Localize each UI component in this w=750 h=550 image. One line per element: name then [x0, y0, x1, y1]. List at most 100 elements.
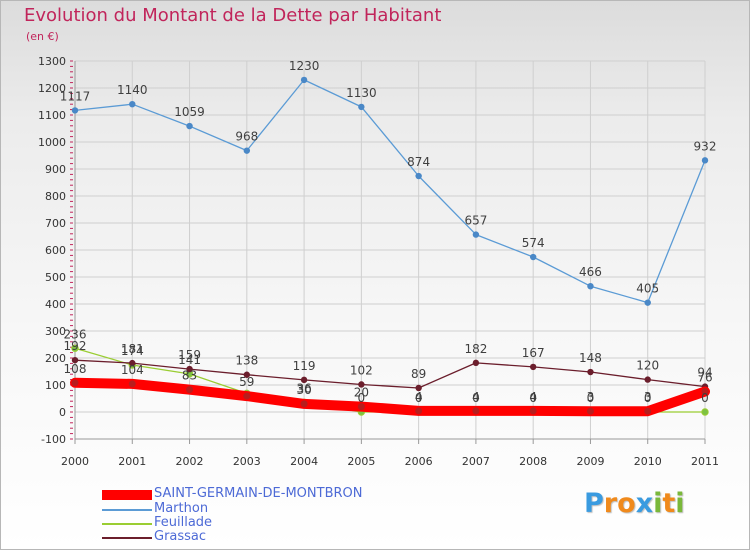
data-point	[128, 380, 136, 388]
x-tick-label: 2007	[462, 455, 490, 468]
data-label: 94	[697, 366, 712, 380]
data-point	[300, 76, 308, 84]
data-label: 0	[415, 391, 423, 405]
data-label: 108	[64, 362, 87, 376]
x-tick-label: 2010	[634, 455, 662, 468]
logo-letter: x	[635, 488, 654, 519]
x-tick-label: 2000	[61, 455, 89, 468]
legend-label: Grassac	[154, 529, 207, 544]
logo-letter: t	[662, 488, 676, 519]
y-tick-label: 800	[45, 190, 66, 203]
data-point	[186, 365, 193, 373]
data-label: 174	[121, 344, 144, 358]
series-line	[70, 377, 710, 417]
data-point	[472, 359, 480, 367]
y-tick-label: 1200	[38, 82, 66, 95]
data-label: 3	[644, 390, 652, 404]
x-tick-label: 2011	[691, 455, 719, 468]
x-tick-label: 2009	[576, 455, 604, 468]
legend-swatch-saint-germain	[102, 490, 152, 500]
data-point	[587, 282, 594, 290]
data-label: 0	[529, 391, 537, 405]
data-label: 657	[464, 214, 487, 228]
data-point	[243, 371, 251, 378]
data-point	[186, 122, 193, 130]
data-point	[644, 376, 651, 383]
y-tick-label: 1000	[38, 136, 66, 149]
data-point	[300, 400, 308, 408]
data-label: 236	[64, 327, 87, 341]
data-point	[71, 379, 79, 387]
data-label: 1230	[289, 59, 320, 73]
legend-swatch-feuillade	[102, 523, 152, 525]
y-tick-label: 400	[45, 298, 66, 311]
y-tick-label: 100	[45, 379, 66, 392]
data-point	[71, 107, 79, 114]
y-tick-label: 300	[45, 325, 66, 338]
legend-swatch-grassac	[102, 537, 152, 539]
data-point	[300, 376, 308, 384]
y-tick-label: 200	[45, 352, 66, 365]
data-label: 76	[697, 370, 712, 384]
data-point	[529, 407, 537, 415]
legend-label: SAINT-GERMAIN-DE-MONTBRON	[154, 486, 363, 501]
data-label: 104	[121, 363, 144, 377]
series-line	[74, 359, 706, 389]
data-label: 89	[411, 367, 426, 381]
data-label: 119	[293, 359, 316, 373]
x-tick-label: 2001	[118, 455, 146, 468]
data-label: 138	[235, 354, 258, 368]
data-label: 102	[350, 363, 373, 377]
data-point	[357, 403, 365, 411]
y-tick-label: 0	[59, 406, 66, 419]
chart-unit: (en €)	[26, 30, 59, 43]
data-point	[701, 157, 709, 164]
y-tick-label: -100	[41, 433, 66, 446]
data-label: 1117	[60, 89, 91, 103]
data-label: 968	[235, 130, 258, 144]
data-point	[415, 407, 423, 415]
data-point	[586, 407, 594, 415]
y-tick-label: 900	[45, 163, 66, 176]
legend-label: Feuillade	[154, 515, 213, 530]
data-label: 1059	[174, 105, 205, 119]
logo-letter: r	[603, 488, 618, 519]
data-point	[186, 386, 194, 394]
data-point	[358, 103, 365, 111]
x-tick-label: 2002	[176, 455, 204, 468]
data-label: 148	[579, 351, 602, 365]
y-tick-label: 700	[45, 217, 66, 230]
y-tick-label: 500	[45, 271, 66, 284]
proxiti-logo: Proxiti	[584, 488, 685, 519]
series-line	[74, 79, 706, 304]
data-point	[129, 359, 136, 367]
data-point	[243, 147, 251, 154]
data-label: 120	[636, 359, 659, 373]
data-label: 0	[701, 391, 709, 405]
data-label: 0	[472, 391, 480, 405]
data-point	[358, 381, 365, 388]
chart-title: Evolution du Montant de la Dette par Hab…	[24, 5, 442, 26]
data-label: 159	[178, 348, 201, 362]
data-point	[415, 384, 422, 392]
data-label: 0	[644, 391, 652, 405]
y-tick-label: 600	[45, 244, 66, 257]
data-point	[644, 407, 652, 415]
data-point	[71, 356, 79, 364]
data-point	[472, 407, 480, 415]
data-point	[71, 344, 79, 352]
data-label: 1140	[117, 83, 148, 97]
data-label: 59	[239, 375, 254, 389]
logo-letter: i	[653, 488, 663, 519]
data-label: 1130	[346, 86, 377, 100]
x-tick-label: 2003	[233, 455, 261, 468]
data-label: 4	[415, 390, 423, 404]
data-label: 182	[464, 342, 487, 356]
data-label: 36	[296, 381, 311, 395]
data-point	[415, 172, 422, 180]
data-point	[644, 299, 651, 306]
data-label: 0	[587, 391, 595, 405]
data-point	[243, 392, 251, 400]
logo-letter: o	[617, 488, 636, 519]
